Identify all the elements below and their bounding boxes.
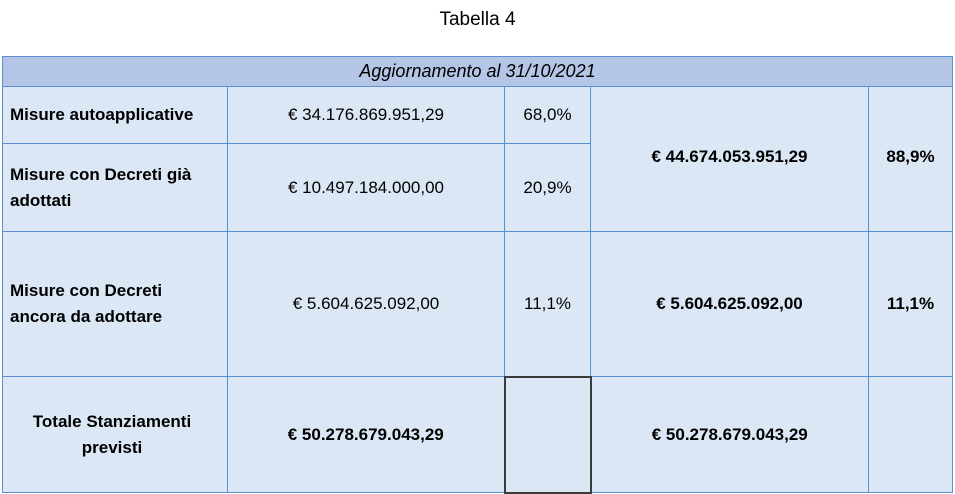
- row-amount: € 5.604.625.092,00: [227, 231, 505, 377]
- adopted-group-percent: 88,9%: [868, 86, 953, 232]
- allocations-table: Aggiornamento al 31/10/2021 Misure autoa…: [2, 56, 953, 494]
- row-label: Misure con Decreti ancora da adottare: [2, 231, 228, 377]
- total-label: Totale Stanziamenti previsti: [2, 376, 228, 493]
- row-amount: € 34.176.869.951,29: [227, 86, 505, 144]
- row-percent: 20,9%: [504, 143, 591, 232]
- adopted-group-amount: € 44.674.053.951,29: [590, 86, 869, 232]
- table-caption: Tabella 4: [439, 9, 516, 30]
- empty-cell: [868, 376, 953, 493]
- table-header: Aggiornamento al 31/10/2021: [2, 56, 953, 87]
- empty-cell: [503, 375, 592, 494]
- total-amount: € 50.278.679.043,29: [227, 376, 505, 493]
- table-row: Misure con Decreti già adottati € 10.497…: [2, 143, 953, 232]
- table-row: Misure con Decreti ancora da adottare € …: [2, 231, 953, 377]
- row-percent: 68,0%: [504, 86, 591, 144]
- row-label: Misure autoapplicative: [2, 86, 228, 144]
- pending-group-amount: € 5.604.625.092,00: [590, 231, 869, 377]
- total-group-amount: € 50.278.679.043,29: [590, 376, 869, 493]
- pending-group-percent: 11,1%: [868, 231, 953, 377]
- row-amount: € 10.497.184.000,00: [227, 143, 505, 232]
- row-label: Misure con Decreti già adottati: [2, 143, 228, 232]
- row-percent: 11,1%: [504, 231, 591, 377]
- table-row: Misure autoapplicative € 34.176.869.951,…: [2, 86, 953, 232]
- table-header-row: Aggiornamento al 31/10/2021: [2, 56, 953, 87]
- total-row: Totale Stanziamenti previsti € 50.278.67…: [2, 375, 953, 494]
